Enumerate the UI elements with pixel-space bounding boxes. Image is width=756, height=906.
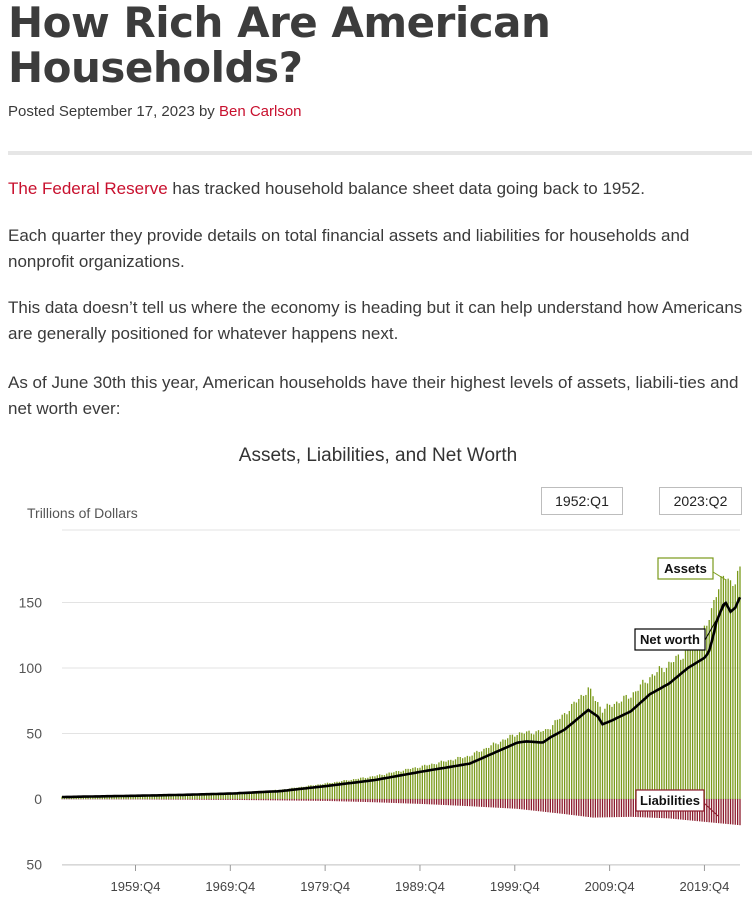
author-link[interactable]: Ben Carlson	[218, 103, 302, 120]
article-title: How Rich Are American Households?	[8, 0, 551, 92]
x-tick-labels: 1959:Q4 1969:Q4 1979:Q4 1989:Q4 1999:Q4 2009:…	[111, 865, 730, 894]
y-tick-label: 150	[19, 595, 43, 611]
y-tick-labels: 150 100 50 0 50	[19, 595, 43, 873]
post-meta: Posted September 17, 2023 by Ben Carlson	[8, 103, 302, 120]
x-tick-label: 1979:Q4	[300, 879, 350, 894]
grid-lines	[62, 529, 740, 866]
x-tick-label: 1959:Q4	[111, 879, 161, 894]
paragraph-4: As of June 30th this year, American hous…	[8, 373, 739, 418]
x-tick-label: 1969:Q4	[205, 879, 255, 894]
federal-reserve-link[interactable]: The Federal Reserve	[8, 179, 168, 198]
net-worth-callout-leader	[704, 602, 727, 641]
paragraph-1: The Federal Reserve has tracked househol…	[8, 176, 752, 202]
y-tick-label: 50	[26, 857, 42, 873]
paragraph-1-text: has tracked household balance sheet data…	[167, 179, 645, 198]
liabilities-callout-label: Liabilities	[640, 793, 700, 808]
net-worth-line	[62, 596, 742, 799]
y-tick-label: 50	[26, 726, 42, 742]
assets-callout-box	[657, 557, 714, 580]
assets-bars	[61, 566, 741, 799]
assets-liabilities-networth-chart: 150 100 50 0 50 1959:Q4 1969:Q4 1979:Q4 1989:Q4…	[19, 529, 742, 894]
range-start-box[interactable]: 1952:Q1	[541, 487, 623, 515]
x-tick-label: 1989:Q4	[395, 879, 445, 894]
x-tick-label: 1999:Q4	[490, 879, 540, 894]
range-end-box[interactable]: 2023:Q2	[659, 487, 742, 515]
x-tick-label: 2019:Q4	[680, 879, 730, 894]
assets-callout-label: Assets	[664, 561, 707, 576]
x-tick-label: 2009:Q4	[585, 879, 635, 894]
net-worth-callout-box	[634, 628, 706, 651]
paragraph-2: Each quarter they provide details on tot…	[8, 226, 690, 271]
series-callouts: Assets Net worth Liabilities	[634, 557, 727, 817]
liabilities-callout-box	[635, 789, 705, 812]
net-worth-callout-label: Net worth	[640, 632, 700, 647]
net-worth-path	[62, 596, 742, 799]
y-axis-label: Trillions of Dollars	[27, 505, 138, 521]
header-divider	[8, 151, 752, 155]
y-tick-label: 100	[19, 660, 43, 676]
y-tick-label: 0	[34, 791, 42, 807]
liabilities-callout-leader	[703, 802, 719, 817]
chart-title: Assets, Liabilities, and Net Worth	[238, 445, 518, 466]
assets-callout-leader	[712, 571, 727, 581]
paragraph-3: This data doesn’t tell us where the econ…	[8, 298, 743, 343]
posted-date-text: Posted September 17, 2023 by	[8, 103, 219, 120]
